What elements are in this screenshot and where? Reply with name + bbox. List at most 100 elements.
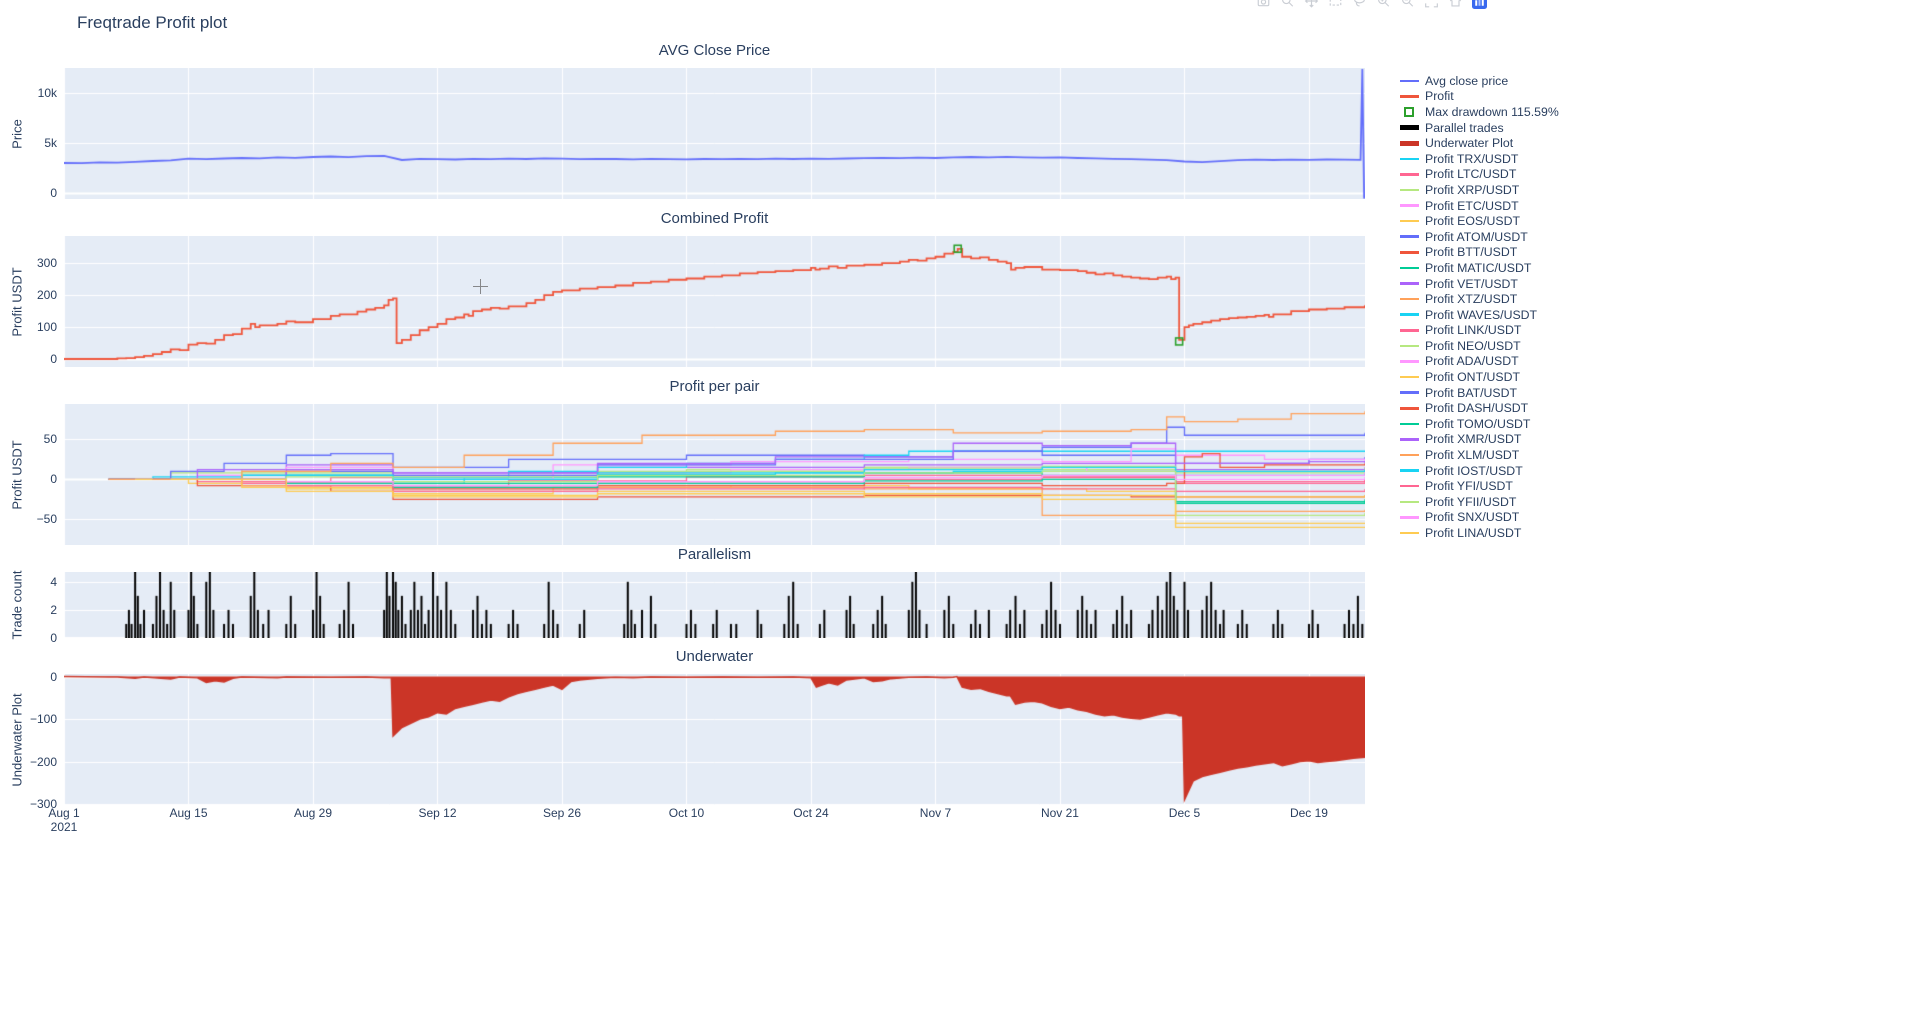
legend-item[interactable]: Profit TRX/USDT <box>1398 151 1559 167</box>
subplot-combined-profit[interactable]: Combined Profit Profit USDT 0 100 200 300 <box>10 210 1365 367</box>
modebar <box>1256 0 1487 10</box>
legend-item[interactable]: Profit ONT/USDT <box>1398 369 1559 385</box>
subplot-avg-close-price[interactable]: AVG Close Price Price 0 5k 10k <box>10 42 1365 200</box>
zoom-in-icon[interactable] <box>1376 0 1391 10</box>
legend-item[interactable]: Profit XMR/USDT <box>1398 432 1559 448</box>
line-swatch-icon <box>1399 375 1419 379</box>
legend-label: Avg close price <box>1425 73 1509 88</box>
x-tick-line1: Dec 19 <box>1289 806 1328 820</box>
autoscale-icon[interactable] <box>1424 0 1439 10</box>
legend-label: Profit <box>1425 89 1454 104</box>
legend-label: Profit XRP/USDT <box>1425 182 1520 197</box>
legend-label: Profit LINK/USDT <box>1425 323 1522 338</box>
x-tick-line1: Oct 24 <box>793 806 829 820</box>
subplot-parallelism[interactable]: Parallelism Trade count 0 2 4 <box>10 546 1365 645</box>
legend-item[interactable]: Profit VET/USDT <box>1398 276 1559 292</box>
legend-swatch <box>1398 204 1420 207</box>
legend-swatch <box>1398 251 1420 254</box>
legend-item[interactable]: Profit XTZ/USDT <box>1398 291 1559 307</box>
legend-item[interactable]: Max drawdown 115.59% <box>1398 104 1559 120</box>
line-swatch-icon <box>1399 407 1419 410</box>
legend-item[interactable]: Profit BAT/USDT <box>1398 385 1559 401</box>
legend-item[interactable]: Profit SNX/USDT <box>1398 510 1559 526</box>
legend-label: Underwater Plot <box>1425 136 1514 151</box>
legend-swatch <box>1398 329 1420 332</box>
plot-canvas-combined-profit[interactable] <box>64 236 1365 367</box>
legend-label: Profit YFII/USDT <box>1425 494 1517 509</box>
plot-canvas-profit-per-pair[interactable] <box>64 404 1365 545</box>
legend-item[interactable]: Profit LINA/USDT <box>1398 525 1559 541</box>
line-swatch-icon <box>1399 140 1419 146</box>
legend-item[interactable]: Profit WAVES/USDT <box>1398 307 1559 323</box>
legend-item[interactable]: Profit <box>1398 89 1559 105</box>
zoom-icon[interactable] <box>1280 0 1295 10</box>
legend-item[interactable]: Profit LTC/USDT <box>1398 167 1559 183</box>
reset-axes-icon[interactable] <box>1448 0 1463 10</box>
plot-canvas-underwater[interactable] <box>64 674 1365 805</box>
legend-item[interactable]: Profit EOS/USDT <box>1398 213 1559 229</box>
x-tick-label: Sep 26 <box>543 806 581 820</box>
legend: Avg close price Profit Max drawdown 115.59… <box>1398 73 1559 541</box>
subplot-underwater[interactable]: Underwater Underwater Plot 0 −100 −200 −300 <box>10 648 1365 811</box>
plot-canvas-parallelism[interactable] <box>64 572 1365 638</box>
x-tick-label: Aug 29 <box>294 806 332 820</box>
y-axis-title: Trade count <box>9 570 25 640</box>
line-swatch-icon <box>1399 235 1419 238</box>
line-swatch-icon <box>1399 422 1419 426</box>
line-swatch-icon <box>1399 360 1419 363</box>
x-tick-label: Dec 19 <box>1290 806 1328 820</box>
zoom-out-icon[interactable] <box>1400 0 1415 10</box>
legend-label: Profit BTT/USDT <box>1425 245 1518 260</box>
legend-item[interactable]: Profit YFII/USDT <box>1398 494 1559 510</box>
line-swatch-icon <box>1399 188 1419 192</box>
plot-canvas-avg-close-price[interactable] <box>64 68 1365 199</box>
legend-item[interactable]: Profit ATOM/USDT <box>1398 229 1559 245</box>
legend-item[interactable]: Profit XRP/USDT <box>1398 182 1559 198</box>
line-swatch-icon <box>1399 500 1419 504</box>
legend-swatch <box>1398 375 1420 379</box>
legend-label: Profit XTZ/USDT <box>1425 292 1518 307</box>
line-swatch-icon <box>1399 79 1419 83</box>
legend-item[interactable]: Profit YFI/USDT <box>1398 478 1559 494</box>
square-marker-icon <box>1404 106 1414 117</box>
legend-item[interactable]: Underwater Plot <box>1398 135 1559 151</box>
x-tick-label: Sep 12 <box>418 806 456 820</box>
legend-swatch <box>1398 438 1420 441</box>
legend-swatch <box>1398 500 1420 504</box>
lasso-select-icon[interactable] <box>1352 0 1367 10</box>
box-select-icon[interactable] <box>1328 0 1343 10</box>
legend-swatch <box>1398 297 1420 301</box>
download-plot-icon[interactable] <box>1256 0 1271 10</box>
legend-item[interactable]: Profit TOMO/USDT <box>1398 416 1559 432</box>
legend-swatch <box>1398 282 1420 285</box>
legend-item[interactable]: Profit NEO/USDT <box>1398 338 1559 354</box>
pan-icon[interactable] <box>1304 0 1319 10</box>
legend-item[interactable]: Parallel trades <box>1398 120 1559 136</box>
y-axis-title: Price <box>9 118 25 149</box>
line-swatch-icon <box>1399 251 1419 254</box>
legend-item[interactable]: Avg close price <box>1398 73 1559 89</box>
line-swatch-icon <box>1399 344 1419 348</box>
y-tick-label: −50 <box>36 512 57 527</box>
legend-item[interactable]: Profit ADA/USDT <box>1398 354 1559 370</box>
line-swatch-icon <box>1399 313 1419 316</box>
y-tick-label: 0 <box>50 472 57 487</box>
x-axis-tick-labels: Aug 1 2021 Aug 15 Aug 29 Sep 12 Sep 26 Oct 10 O… <box>48 806 1365 842</box>
legend-item[interactable]: Profit MATIC/USDT <box>1398 260 1559 276</box>
legend-label: Profit MATIC/USDT <box>1425 260 1532 275</box>
legend-swatch <box>1398 173 1420 176</box>
legend-item[interactable]: Profit IOST/USDT <box>1398 463 1559 479</box>
legend-label: Parallel trades <box>1425 120 1504 135</box>
x-tick-label: Oct 10 <box>669 806 704 820</box>
y-tick-label: 10k <box>37 86 57 100</box>
legend-label: Profit XMR/USDT <box>1425 432 1522 447</box>
legend-item[interactable]: Profit XLM/USDT <box>1398 447 1559 463</box>
legend-label: Max drawdown 115.59% <box>1425 104 1559 119</box>
legend-item[interactable]: Profit BTT/USDT <box>1398 245 1559 261</box>
legend-item[interactable]: Profit ETC/USDT <box>1398 198 1559 214</box>
x-tick-line2: 2021 <box>50 820 78 834</box>
subplot-profit-per-pair[interactable]: Profit per pair Profit USDT −50 0 50 <box>10 378 1365 545</box>
plotly-logo[interactable] <box>1472 0 1487 10</box>
legend-item[interactable]: Profit LINK/USDT <box>1398 323 1559 339</box>
legend-item[interactable]: Profit DASH/USDT <box>1398 400 1559 416</box>
